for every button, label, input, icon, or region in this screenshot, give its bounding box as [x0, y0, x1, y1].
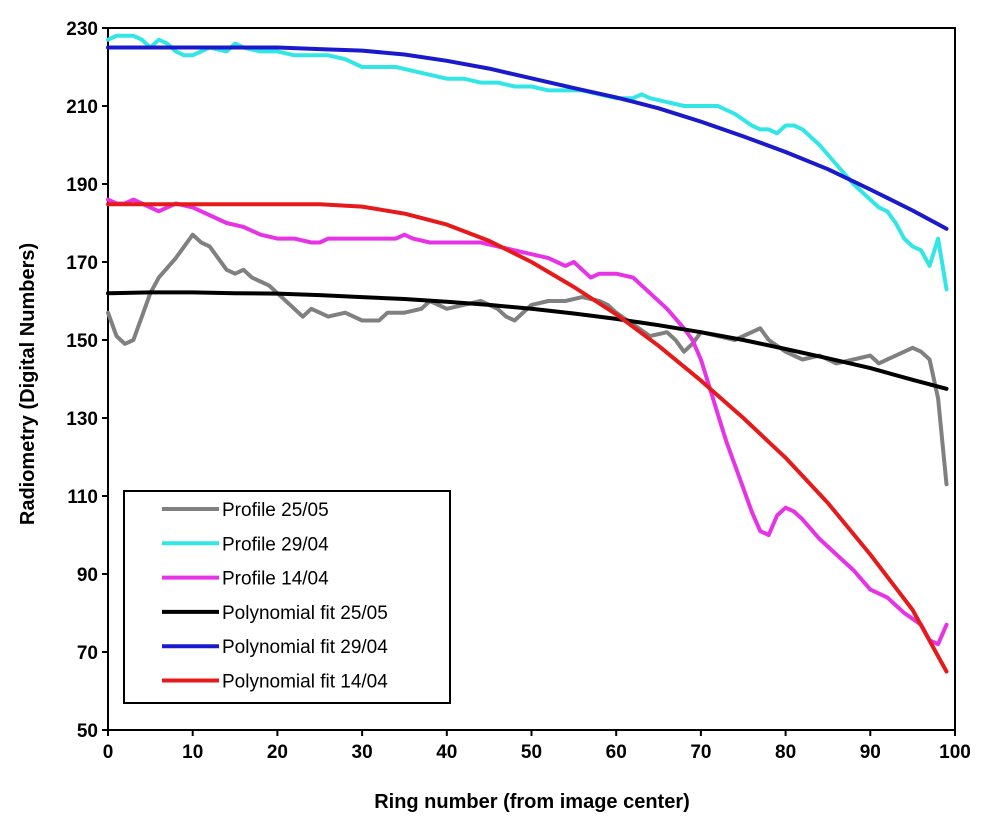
- series-layer: [106, 33, 949, 674]
- series-line-polynomial-fit-14-04: [106, 202, 949, 674]
- legend-label: Polynomial fit 14/04: [222, 672, 388, 693]
- legend-label: Profile 29/04: [222, 534, 329, 555]
- y-tick-label: 90: [77, 565, 98, 586]
- x-tick-label: 10: [182, 742, 203, 763]
- legend-label: Profile 25/05: [222, 500, 329, 521]
- y-tick-label: 190: [66, 175, 98, 196]
- y-tick-label: 130: [66, 409, 98, 430]
- axis-ticks: 0 10 20 30 40 50 60 70 80 90 100 50 70 90 110 130 150 170…: [66, 19, 971, 763]
- y-axis-title: Radiometry (Digital Numbers): [17, 243, 39, 525]
- legend-label: Polynomial fit 25/05: [222, 603, 388, 624]
- y-tick-label: 170: [66, 253, 98, 274]
- x-tick-label: 20: [267, 742, 288, 763]
- series-line-profile-25-05: [106, 232, 949, 487]
- y-tick-label: 230: [66, 19, 98, 40]
- x-tick-label: 90: [860, 742, 881, 763]
- axis-titles: Ring number (from image center) Radiomet…: [17, 243, 690, 813]
- y-tick-label: 110: [67, 487, 98, 508]
- x-tick-label: 30: [352, 742, 373, 763]
- x-tick-label: 80: [775, 742, 796, 763]
- y-tick-label: 150: [66, 331, 98, 352]
- y-tick-label: 210: [66, 97, 98, 118]
- x-axis-title: Ring number (from image center): [374, 791, 690, 813]
- x-tick-label: 0: [103, 742, 114, 763]
- series-line-polynomial-fit-25-05: [106, 290, 949, 391]
- legend-label: Profile 14/04: [222, 569, 329, 590]
- legend-box: [123, 490, 451, 704]
- x-tick-label: 100: [939, 742, 971, 763]
- series-line-profile-14-04: [106, 197, 949, 647]
- legend-label: Polynomial fit 29/04: [222, 637, 388, 658]
- x-tick-label: 50: [521, 742, 542, 763]
- x-tick-label: 70: [690, 742, 711, 763]
- x-tick-label: 40: [436, 742, 457, 763]
- legend: Profile 25/05 Profile 29/04 Profile 14/04 P…: [123, 490, 451, 704]
- series-line-polynomial-fit-29-04: [106, 45, 949, 231]
- y-tick-label: 50: [77, 721, 98, 742]
- x-tick-label: 60: [606, 742, 627, 763]
- y-tick-label: 70: [77, 643, 98, 664]
